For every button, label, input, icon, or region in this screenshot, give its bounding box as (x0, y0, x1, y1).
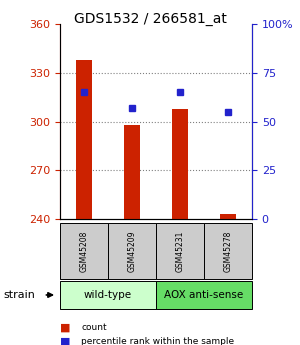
Bar (204, 223, 252, 279)
Text: AOX anti-sense: AOX anti-sense (164, 290, 244, 300)
Text: ■: ■ (60, 337, 70, 345)
Bar (76, 60, 92, 219)
Text: GSM45231: GSM45231 (176, 230, 184, 272)
Bar (108, 223, 156, 279)
Text: GSM45278: GSM45278 (224, 230, 232, 272)
Text: GSM45209: GSM45209 (128, 230, 136, 272)
Text: ■: ■ (60, 323, 70, 333)
Text: GDS1532 / 266581_at: GDS1532 / 266581_at (74, 12, 226, 26)
Text: wild-type: wild-type (84, 290, 132, 300)
Text: GSM45208: GSM45208 (80, 230, 88, 272)
Text: percentile rank within the sample: percentile rank within the sample (81, 337, 234, 345)
Bar (60, 223, 108, 279)
Bar (172, 109, 188, 219)
Bar (124, 125, 140, 219)
Text: strain: strain (3, 290, 35, 300)
Bar (60, 281, 156, 309)
Bar (156, 281, 252, 309)
Bar (220, 214, 236, 219)
Text: count: count (81, 323, 106, 332)
Bar (156, 223, 204, 279)
